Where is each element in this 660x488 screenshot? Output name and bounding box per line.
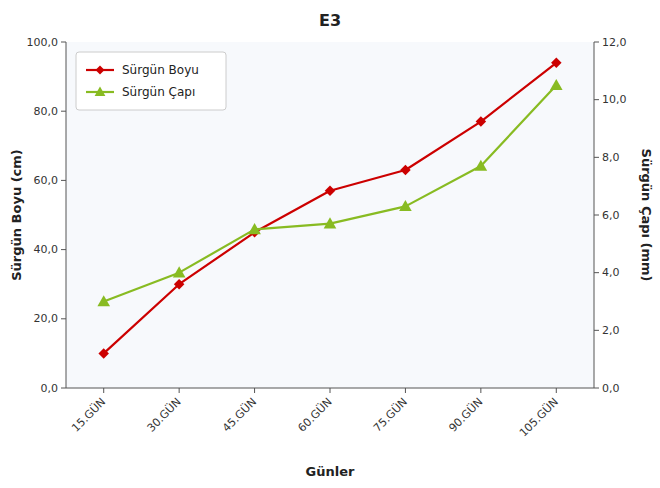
y-tick xyxy=(61,180,66,181)
point-marker xyxy=(475,160,488,171)
y2-tick-label: 4,0 xyxy=(602,266,620,279)
plot-area xyxy=(66,42,594,388)
y2-axis-title: Sürgün Çapı (mm) xyxy=(639,149,654,282)
x-tick xyxy=(254,388,255,393)
point-marker xyxy=(248,223,261,234)
x-tick-label: 75.GÜN xyxy=(371,395,410,434)
point-marker xyxy=(324,217,337,228)
y2-tick xyxy=(594,272,599,273)
legend-label: Sürgün Boyu xyxy=(122,63,199,77)
y-axis-title: Sürgün Boyu (cm) xyxy=(9,149,24,281)
point-marker xyxy=(551,58,562,69)
y-tick xyxy=(61,42,66,43)
background xyxy=(0,0,660,488)
point-marker xyxy=(476,116,487,127)
point-marker xyxy=(400,165,411,176)
y-tick-label: 20,0 xyxy=(34,312,59,325)
y-tick xyxy=(61,318,66,319)
y2-tick-label: 0,0 xyxy=(602,382,620,395)
y2-tick xyxy=(594,42,599,43)
x-tick xyxy=(405,388,406,393)
point-marker xyxy=(97,295,110,306)
y2-tick xyxy=(594,215,599,216)
y-tick-label: 40,0 xyxy=(34,243,59,256)
title: E3 xyxy=(319,11,341,30)
legend-marker xyxy=(95,87,106,96)
x-tick xyxy=(556,388,557,393)
x-tick-label: 45.GÜN xyxy=(220,395,259,434)
y-tick xyxy=(61,388,66,389)
x-tick-label: 15.GÜN xyxy=(69,395,108,434)
legend-label: Sürgün Çapı xyxy=(122,85,195,99)
y2-tick-label: 6,0 xyxy=(602,209,620,222)
point-marker xyxy=(399,200,412,211)
point-marker xyxy=(325,186,336,197)
y2-tick-label: 2,0 xyxy=(602,324,620,337)
x-tick xyxy=(179,388,180,393)
series-line xyxy=(104,85,557,301)
x-tick xyxy=(103,388,104,393)
x-tick-label: 30.GÜN xyxy=(145,395,184,434)
x-tick-label: 60.GÜN xyxy=(295,395,334,434)
x-axis-title: Günler xyxy=(306,464,355,479)
point-marker xyxy=(550,79,563,90)
y-tick xyxy=(61,111,66,112)
x-tick xyxy=(480,388,481,393)
y2-tick-label: 10,0 xyxy=(602,93,627,106)
point-marker xyxy=(174,279,185,290)
y-tick xyxy=(61,249,66,250)
x-tick-label: 105.GÜN xyxy=(517,395,561,439)
chart: 0,0 20,0 40,0 60,0 80,0 100,0 0,0 2,0 4,0 6,0 8,0 1… xyxy=(0,0,660,488)
point-marker xyxy=(173,266,186,277)
legend-marker xyxy=(96,66,105,75)
y-tick-label: 0,0 xyxy=(41,382,59,395)
y2-tick xyxy=(594,99,599,100)
legend-box xyxy=(76,52,226,110)
y2-tick xyxy=(594,157,599,158)
x-tick xyxy=(330,388,331,393)
y2-tick-label: 12,0 xyxy=(602,36,627,49)
y-tick-label: 100,0 xyxy=(27,36,59,49)
y2-tick-label: 8,0 xyxy=(602,151,620,164)
chart-container: 0,0 20,0 40,0 60,0 80,0 100,0 0,0 2,0 4,0 6,0 8,0 1… xyxy=(0,0,660,488)
legend: Sürgün Boyu Sürgün Çapı xyxy=(76,52,226,110)
y-tick-label: 80,0 xyxy=(34,105,59,118)
point-marker xyxy=(98,348,109,359)
y2-tick xyxy=(594,330,599,331)
y2-tick xyxy=(594,388,599,389)
y-axis-line xyxy=(66,42,67,388)
y-tick-label: 60,0 xyxy=(34,174,59,187)
x-tick-label: 90.GÜN xyxy=(446,395,485,434)
